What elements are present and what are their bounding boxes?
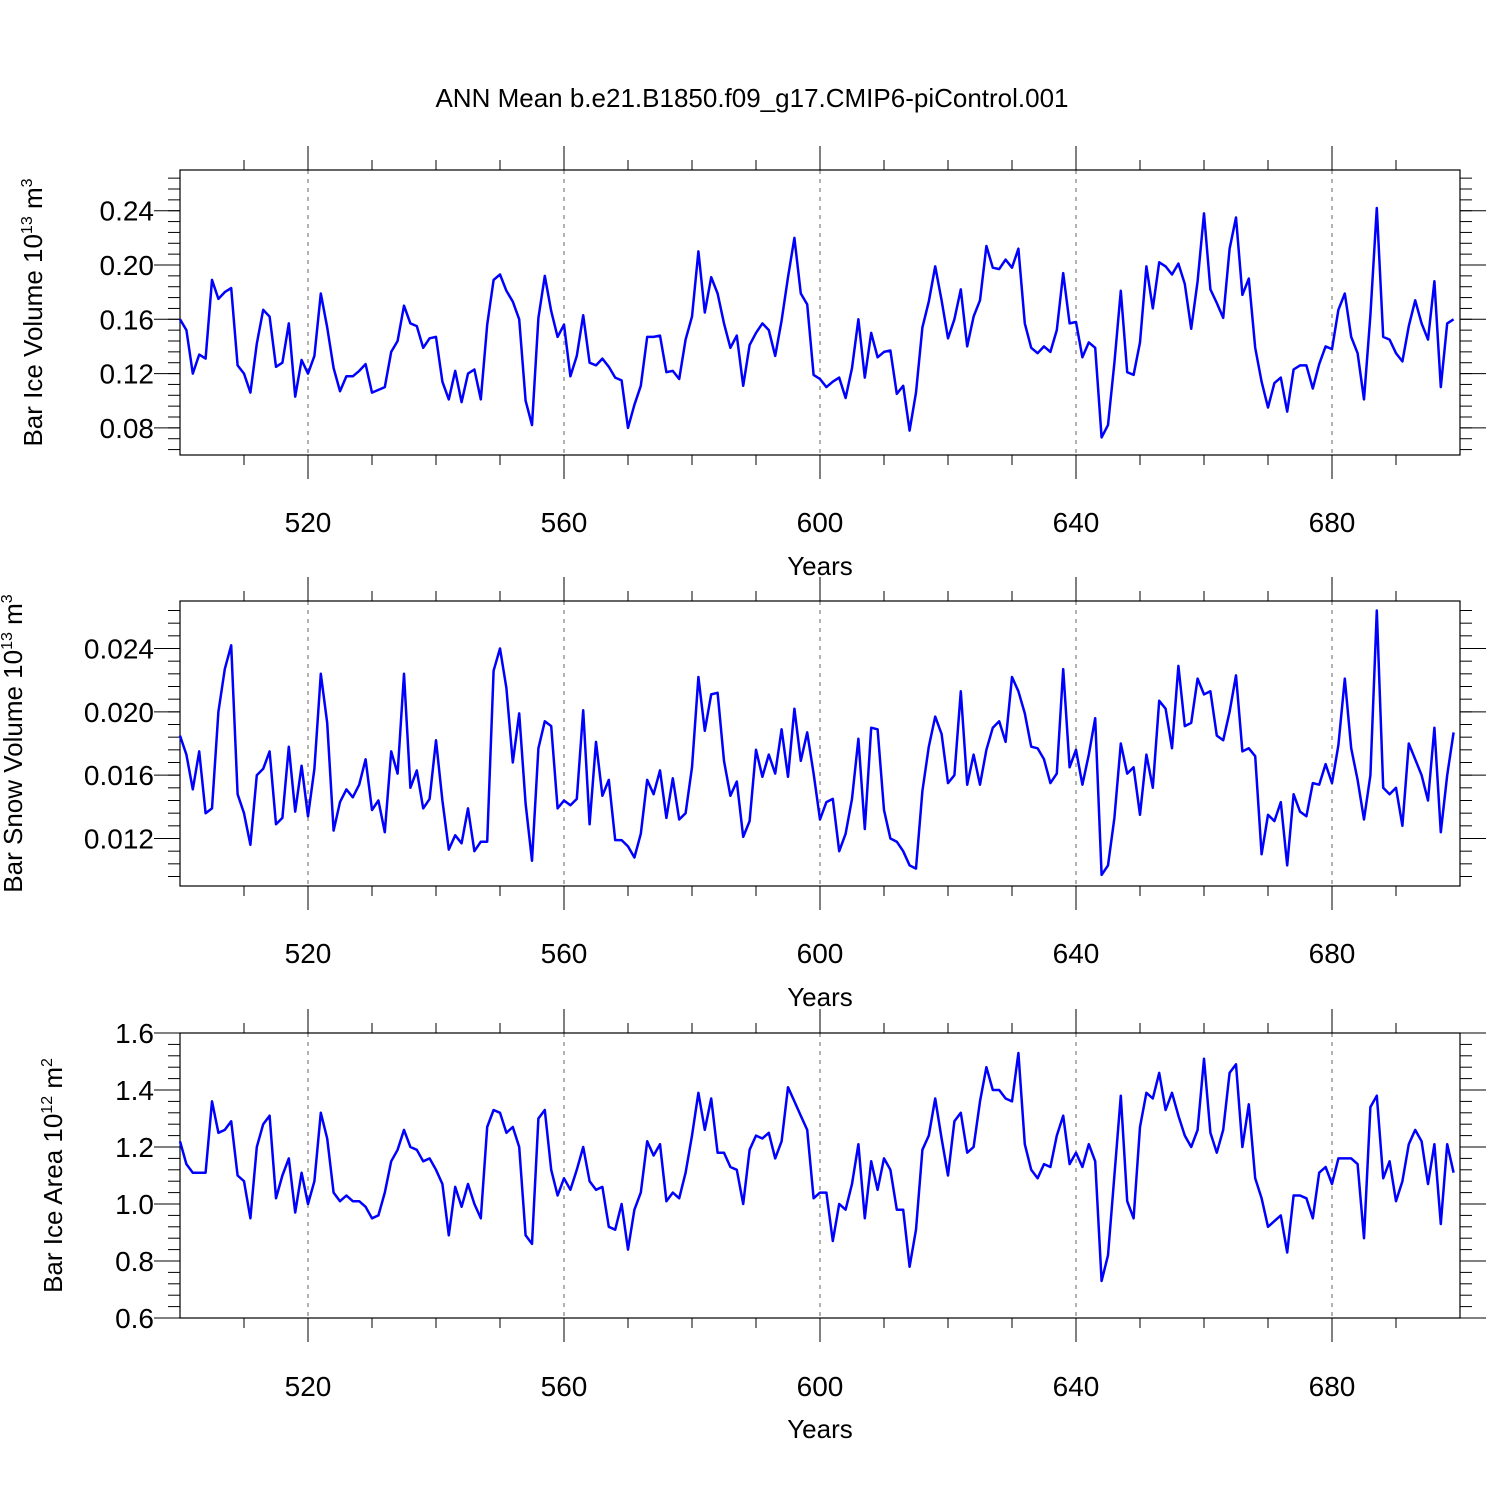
y-tick-label: 0.020 xyxy=(84,697,154,728)
y-tick-label: 1.4 xyxy=(115,1075,154,1106)
series-line xyxy=(178,1051,1455,1283)
x-tick-label: 560 xyxy=(541,507,588,538)
y-tick-label: 1.2 xyxy=(115,1132,154,1163)
x-axis-title: Years xyxy=(787,1414,853,1444)
x-tick-label: 600 xyxy=(797,938,844,969)
x-tick-label: 560 xyxy=(541,1371,588,1402)
x-tick-label: 520 xyxy=(285,507,332,538)
y-axis-title-unit: m xyxy=(0,603,28,632)
y-tick-label: 0.24 xyxy=(100,196,155,227)
y-axis-title-main: Bar Ice Area 10 xyxy=(38,1114,68,1293)
plot-frame xyxy=(179,1032,1461,1319)
plot-frame xyxy=(179,600,1461,887)
y-axis-title: Bar Ice Area 1012 m2 xyxy=(38,1058,68,1293)
y-axis-title-exponent: 12 xyxy=(39,1096,56,1114)
x-tick-label: 520 xyxy=(285,1371,332,1402)
x-tick-label: 640 xyxy=(1053,507,1100,538)
y-axis-title-unit-exponent: 3 xyxy=(0,594,16,603)
y-axis-title-exponent: 13 xyxy=(0,632,16,650)
y-axis-title-main: Bar Snow Volume 10 xyxy=(0,650,28,893)
y-axis-title-unit-exponent: 2 xyxy=(39,1058,56,1067)
y-axis-title-unit: m xyxy=(38,1067,68,1096)
x-tick-label: 520 xyxy=(285,938,332,969)
y-tick-label: 0.8 xyxy=(115,1246,154,1277)
y-tick-label: 0.16 xyxy=(100,304,155,335)
series-line xyxy=(178,206,1455,439)
chart-panel-2: 520 560 600 640 680 0.012 0.016 0.020 0.024 Years… xyxy=(0,577,1486,1012)
x-tick-label: 680 xyxy=(1309,1371,1356,1402)
x-axis-title: Years xyxy=(787,551,853,581)
y-axis-title: Bar Snow Volume 1013 m3 xyxy=(0,594,28,893)
y-tick-label: 0.016 xyxy=(84,760,154,791)
x-tick-label: 680 xyxy=(1309,507,1356,538)
y-axis-title-main: Bar Ice Volume 10 xyxy=(18,234,48,446)
x-tick-label: 640 xyxy=(1053,1371,1100,1402)
y-tick-label: 0.024 xyxy=(84,634,154,665)
x-tick-label: 640 xyxy=(1053,938,1100,969)
y-axis-title: Bar Ice Volume 1013 m3 xyxy=(18,178,48,446)
x-tick-label: 680 xyxy=(1309,938,1356,969)
series-line xyxy=(178,609,1455,877)
chart-panel-1: 520 560 600 640 680 0.08 0.12 0.16 0.20 0.24 Years… xyxy=(18,146,1486,581)
y-tick-label: 0.012 xyxy=(84,824,154,855)
y-axis-title-unit: m xyxy=(18,187,48,216)
chart-title: ANN Mean b.e21.B1850.f09_g17.CMIP6-piCon… xyxy=(435,83,1068,113)
y-tick-label: 0.20 xyxy=(100,250,155,281)
x-tick-label: 560 xyxy=(541,938,588,969)
plot-frame xyxy=(179,169,1461,456)
y-tick-label: 0.08 xyxy=(100,413,155,444)
y-axis-title-unit-exponent: 3 xyxy=(19,178,36,187)
y-tick-label: 0.6 xyxy=(115,1303,154,1334)
y-tick-label: 0.12 xyxy=(100,359,155,390)
y-tick-label: 1.6 xyxy=(115,1018,154,1049)
x-axis-title: Years xyxy=(787,982,853,1012)
x-tick-label: 600 xyxy=(797,507,844,538)
x-tick-label: 600 xyxy=(797,1371,844,1402)
chart-panel-3: 520 560 600 640 680 0.6 0.8 1.0 1.2 1.4 1.6 Years Ba… xyxy=(38,1009,1486,1444)
y-axis-title-exponent: 13 xyxy=(19,216,36,234)
y-tick-label: 1.0 xyxy=(115,1189,154,1220)
